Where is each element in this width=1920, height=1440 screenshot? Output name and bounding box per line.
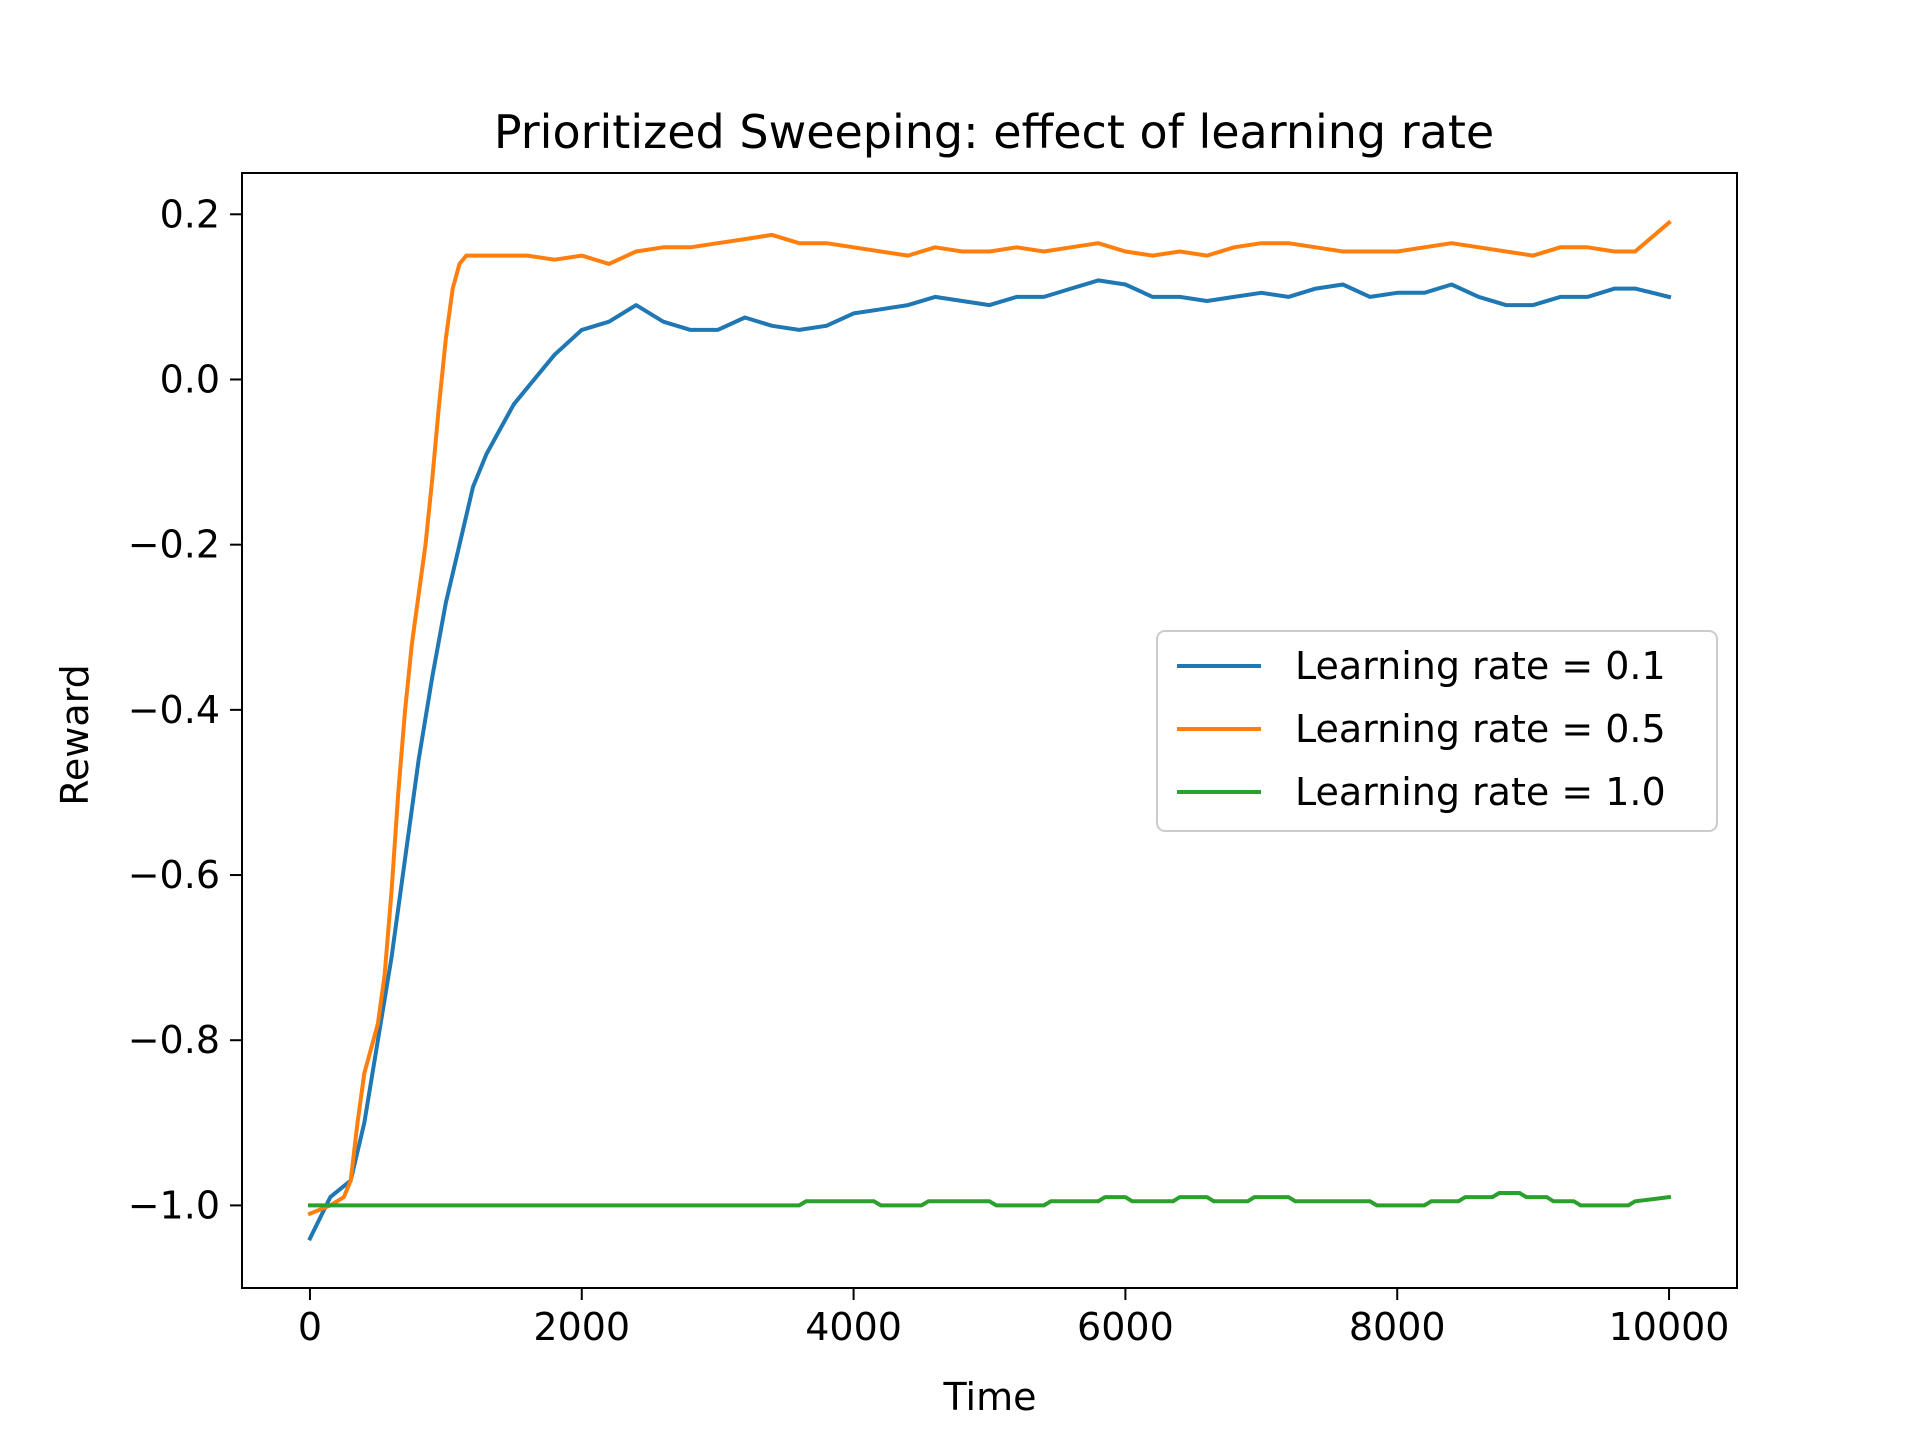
series-lines <box>307 219 1672 1242</box>
y-tick-label: −0.8 <box>128 1018 220 1062</box>
x-tick-label: 8000 <box>1349 1305 1446 1349</box>
y-tick-label: −0.4 <box>128 688 220 732</box>
y-tick-label: 0.2 <box>160 192 220 236</box>
y-tick-label: 0.0 <box>160 357 220 401</box>
x-axis-label: Time <box>943 1375 1037 1419</box>
series-line-1 <box>307 278 1672 1242</box>
y-tick-label: −0.2 <box>128 523 220 567</box>
y-axis-label: Reward <box>53 664 97 806</box>
legend-label-3: Learning rate = 1.0 <box>1295 770 1666 814</box>
x-tick-label: 4000 <box>805 1305 902 1349</box>
chart-title: Prioritized Sweeping: effect of learning… <box>494 105 1494 159</box>
plot-frame <box>241 172 1738 1289</box>
x-axis-ticks: 0 2000 4000 6000 8000 10000 <box>298 1288 1730 1349</box>
x-tick-label: 2000 <box>533 1305 630 1349</box>
x-tick-label: 10000 <box>1609 1305 1730 1349</box>
series-line-2 <box>307 219 1672 1217</box>
legend-label-2: Learning rate = 0.5 <box>1295 707 1666 751</box>
series-line-3 <box>308 1191 1672 1208</box>
x-tick-label: 6000 <box>1077 1305 1174 1349</box>
legend: Learning rate = 0.1 Learning rate = 0.5 Le… <box>1156 630 1718 832</box>
x-tick-label: 0 <box>298 1305 322 1349</box>
y-tick-label: −0.6 <box>128 853 220 897</box>
legend-entries: Learning rate = 0.1 Learning rate = 0.5 Le… <box>1177 644 1666 814</box>
y-axis-ticks: −1.0 −0.8 −0.6 −0.4 −0.2 0.0 0.2 <box>128 192 242 1227</box>
y-tick-label: −1.0 <box>128 1183 220 1227</box>
legend-label-1: Learning rate = 0.1 <box>1295 644 1666 688</box>
legend-box <box>1156 630 1718 832</box>
